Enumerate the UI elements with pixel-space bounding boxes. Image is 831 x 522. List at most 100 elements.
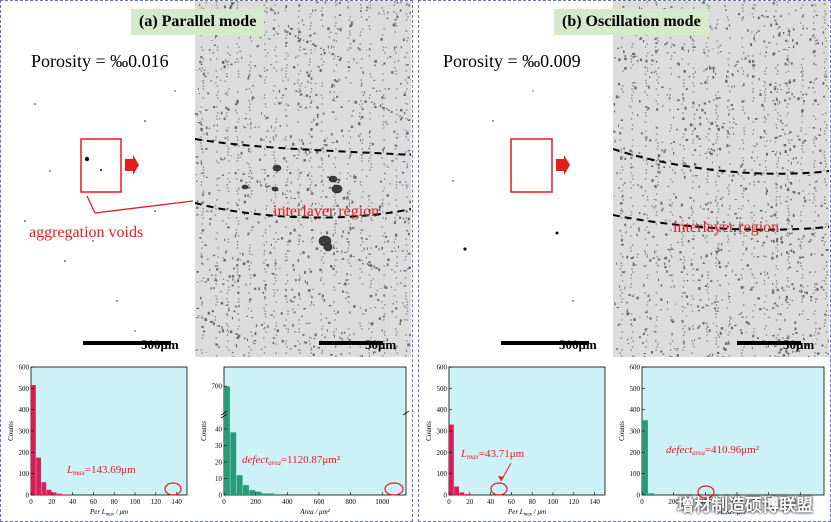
x-tick-label-3: 600 bbox=[314, 498, 325, 506]
interlayer-region-label: interlayer region bbox=[673, 219, 780, 236]
zoom-arrow-icon bbox=[556, 155, 570, 175]
scale-bar-label: 500μm bbox=[559, 337, 597, 352]
x-tick-label-2: 400 bbox=[282, 498, 293, 506]
panel-oscillation-mode: Porosity = ‰0.009 500μm interlayer regio… bbox=[418, 0, 831, 522]
interlayer-boundary-1 bbox=[613, 214, 829, 231]
y-tick-label-6: 600 bbox=[19, 364, 30, 372]
x-tick-label-4: 80 bbox=[111, 498, 119, 506]
porosity-value: Porosity = ‰0.009 bbox=[443, 51, 581, 71]
y-tick-label-2: 200 bbox=[19, 449, 30, 457]
y-tick-label-5: 500 bbox=[19, 385, 30, 393]
x-tick-label-1: 200 bbox=[250, 498, 261, 506]
panel-parallel-mode: aggregation voids Porosity = ‰0.016 500μ… bbox=[0, 0, 413, 522]
annotation-label: Lmax=143.69μm bbox=[66, 464, 136, 477]
x-tick-label-2: 400 bbox=[700, 498, 711, 506]
highlight-circle bbox=[384, 482, 404, 496]
scale-bar-line-zoom bbox=[737, 341, 801, 345]
y-tick-label-6: 600 bbox=[437, 364, 448, 372]
x-tick-label-3: 60 bbox=[90, 498, 98, 506]
x-tick-label-1: 200 bbox=[668, 498, 679, 506]
bar-0 bbox=[642, 420, 648, 495]
plot-area bbox=[223, 366, 407, 496]
pore-0 bbox=[272, 164, 282, 172]
x-tick-label-5: 1000 bbox=[793, 498, 808, 506]
scale-bar-line bbox=[501, 341, 589, 345]
pore-2 bbox=[328, 175, 338, 183]
selection-box bbox=[510, 138, 553, 193]
histogram-lmax-right-svg: 0 100 200 300 400 500 600 0 20 40 60 80 100 120 140 Cou… bbox=[425, 364, 606, 517]
histogram-lmax-left-svg: 0 100 200 300 400 500 600 0 20 40 60 80 100 120 140 Cou… bbox=[7, 364, 188, 517]
x-tick-label-1: 20 bbox=[48, 498, 56, 506]
y-tick-label-0: 0 bbox=[26, 492, 30, 500]
x-tick-label-6: 120 bbox=[569, 498, 580, 506]
y-tick-label-high: 700 bbox=[212, 383, 223, 391]
highlight-circle bbox=[164, 482, 182, 496]
bar-3 bbox=[46, 489, 52, 495]
x-tick-label-2: 40 bbox=[69, 498, 77, 506]
y-tick-label-2: 200 bbox=[630, 449, 641, 457]
bar-1 bbox=[36, 457, 41, 495]
y-tick-label-3: 300 bbox=[19, 428, 30, 436]
scale-bar-label-zoom: 50μm bbox=[365, 337, 397, 352]
y-tick-label-4: 400 bbox=[437, 406, 448, 414]
x-tick-label-6: 120 bbox=[151, 498, 162, 506]
interlayer-region-label: interlayer region bbox=[273, 203, 380, 220]
y-axis-label: Counts bbox=[618, 421, 626, 441]
panel-title: (b) Oscillation mode bbox=[554, 9, 709, 35]
x-axis-label: Per Lmax / μm bbox=[507, 508, 546, 517]
x-tick-label-1: 20 bbox=[466, 498, 474, 506]
x-tick-label-5: 1000 bbox=[375, 498, 390, 506]
x-ticks: 0 200 400 600 800 1000 bbox=[222, 492, 390, 506]
x-tick-label-4: 800 bbox=[345, 498, 356, 506]
y-axis-label: Counts bbox=[425, 421, 433, 441]
pore-3 bbox=[331, 184, 343, 194]
x-tick-label-0: 0 bbox=[222, 498, 226, 506]
x-ticks: 0 20 40 60 80 100 120 140 bbox=[447, 492, 600, 506]
axis-break-icon bbox=[220, 410, 228, 416]
bar-1 bbox=[648, 493, 655, 495]
porosity-value: Porosity = ‰0.016 bbox=[31, 51, 169, 71]
y-tick-label-0: 0 bbox=[219, 492, 223, 500]
pore-6 bbox=[323, 242, 333, 252]
x-tick-label-7: 140 bbox=[589, 498, 600, 506]
bar-2 bbox=[459, 492, 465, 495]
scale-bar-line bbox=[83, 341, 171, 345]
micrograph-zoom-left bbox=[195, 1, 411, 357]
y-tick-label-1: 100 bbox=[19, 470, 30, 478]
micrograph-zoom-right bbox=[613, 1, 829, 357]
y-tick-label-3: 300 bbox=[437, 428, 448, 436]
histogram-area-right-svg: 0 100 200 300 400 500 600 0 200 400 600 800 1000 Coun… bbox=[618, 364, 825, 516]
y-tick-label-3: 300 bbox=[630, 428, 641, 436]
y-tick-label-5: 500 bbox=[437, 385, 448, 393]
x-tick-label-0: 0 bbox=[447, 498, 451, 506]
x-tick-label-5: 100 bbox=[548, 498, 559, 506]
bar-5 bbox=[57, 493, 62, 495]
micrograph-overview-left-svg bbox=[5, 1, 193, 357]
bar-5 bbox=[255, 491, 262, 495]
x-axis-label: Area / μm² bbox=[717, 508, 748, 516]
pore-4 bbox=[241, 184, 249, 190]
bar-1 bbox=[230, 432, 237, 495]
x-axis-label: Per Lmax / μm bbox=[89, 508, 128, 517]
bars bbox=[449, 424, 470, 495]
x-ticks: 0 20 40 60 80 100 120 140 bbox=[29, 492, 182, 506]
histogram-area-left-svg: 0 10 20 30 40 700 0 200 400 600 800 1000 Counts Area … bbox=[200, 366, 410, 516]
interlayer-boundary-1 bbox=[195, 202, 411, 219]
y-tick-label-4: 400 bbox=[630, 406, 641, 414]
bars bbox=[642, 420, 655, 495]
pore-1 bbox=[271, 186, 279, 192]
scale-bar-label-zoom: 50μm bbox=[783, 337, 815, 352]
y-tick-label-0: 0 bbox=[637, 492, 641, 500]
bar-3 bbox=[243, 485, 249, 495]
bar-7 bbox=[268, 493, 275, 495]
y-axis-label: Counts bbox=[200, 421, 208, 441]
y-ticks: 0 100 200 300 400 500 600 bbox=[437, 364, 452, 500]
y-tick-label-0: 0 bbox=[444, 492, 448, 500]
bar-4 bbox=[249, 490, 256, 495]
micrograph-zoom-left-svg bbox=[195, 1, 411, 357]
y-ticks: 0 100 200 300 400 500 600 bbox=[630, 364, 645, 500]
x-tick-label-4: 80 bbox=[529, 498, 537, 506]
bar-1 bbox=[454, 486, 459, 495]
micrograph-overview-right bbox=[423, 1, 611, 357]
y-tick-label-6: 600 bbox=[630, 364, 641, 372]
